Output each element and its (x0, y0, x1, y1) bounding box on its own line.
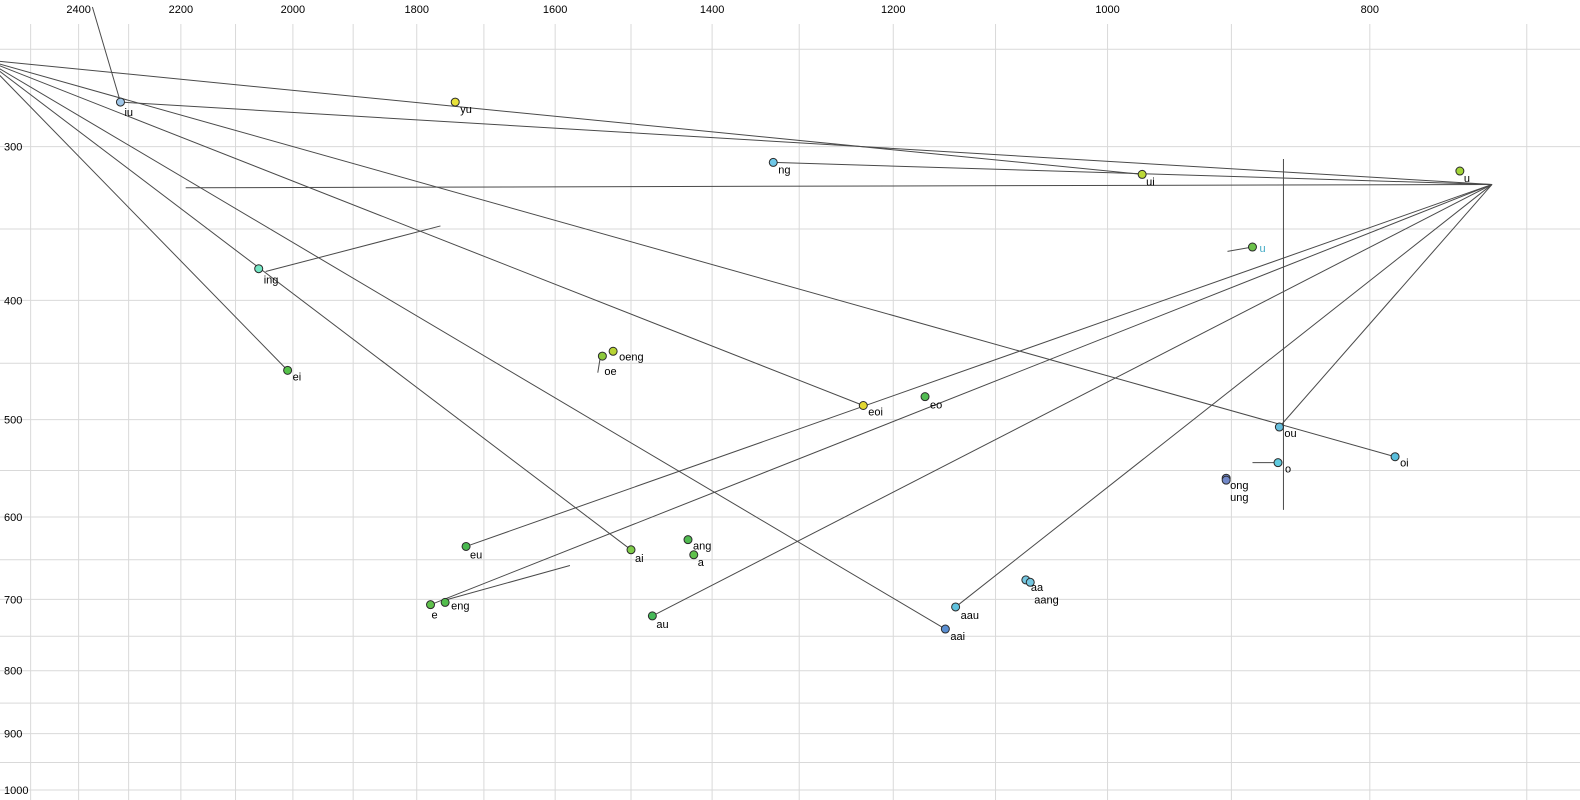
trajectory-line-i-to-ai (0, 70, 632, 551)
y-tick-label: 500 (4, 415, 22, 427)
point-aang[interactable] (1025, 577, 1035, 587)
point-e[interactable] (426, 600, 436, 610)
point-label-oi: oi (1400, 458, 1409, 470)
point-o[interactable] (1273, 458, 1283, 468)
trajectory-line-i-to-ei (0, 74, 288, 371)
point-label-ang: ang (693, 541, 711, 553)
point-u_back[interactable] (1455, 166, 1465, 176)
point-label-ei: ei (293, 371, 302, 383)
x-tick-label: 1200 (881, 4, 905, 16)
trajectory-line-iu-to-u (120, 101, 1493, 185)
point-label-aang: aang (1034, 594, 1058, 606)
point-label-au: au (656, 619, 668, 631)
y-tick-label: 800 (4, 666, 22, 678)
point-label-oeng: oeng (619, 351, 643, 363)
point-oeng[interactable] (608, 346, 618, 356)
point-ai[interactable] (626, 545, 636, 555)
trajectory-line-eng-tick (447, 565, 571, 600)
point-u_mid[interactable] (1247, 242, 1257, 252)
point-ng[interactable] (768, 157, 778, 167)
point-label-ng: ng (778, 164, 790, 176)
x-tick-label: 2000 (281, 4, 305, 16)
y-tick-label: 600 (4, 512, 22, 524)
point-ou[interactable] (1274, 422, 1284, 432)
point-label-aai: aai (950, 631, 965, 643)
y-tick-label: 700 (4, 594, 22, 606)
point-a[interactable] (689, 550, 699, 560)
point-label-ai: ai (635, 553, 644, 565)
trajectory-line-tick-into-iu (91, 6, 121, 103)
point-label-eng: eng (451, 600, 469, 612)
point-ang[interactable] (683, 535, 693, 545)
point-label-oe: oe (604, 366, 616, 378)
point-ui[interactable] (1137, 169, 1147, 179)
x-tick-label: 1600 (543, 4, 567, 16)
point-ei[interactable] (283, 365, 293, 375)
point-label-ong: ong (1230, 480, 1248, 492)
point-label-iu: iu (124, 107, 133, 119)
point-eoi[interactable] (858, 401, 868, 411)
point-aai[interactable] (940, 624, 950, 634)
point-eu[interactable] (461, 541, 471, 551)
trajectory-line-long-horizontal-to-u (185, 183, 1493, 189)
y-tick-label: 400 (4, 295, 22, 307)
point-iu[interactable] (115, 97, 125, 107)
point-label-e: e (432, 610, 438, 622)
trajectory-line-i-to-aai (0, 68, 946, 630)
point-label-eo: eo (930, 400, 942, 412)
trajectory-line-ing-tick (265, 225, 441, 273)
trajectory-line-eu-to-u (465, 183, 1493, 547)
trajectory-line-i-to-ui (0, 60, 1143, 175)
point-oe[interactable] (597, 351, 607, 361)
trajectory-line-aau-to-u (955, 184, 1493, 608)
point-label-ou: ou (1284, 428, 1296, 440)
point-label-ui: ui (1146, 176, 1155, 188)
point-aau[interactable] (951, 602, 961, 612)
point-label-aa: aa (1031, 582, 1044, 594)
x-tick-label: 2200 (169, 4, 193, 16)
trajectory-line-au-to-u (652, 184, 1493, 617)
point-label-o: o (1285, 464, 1291, 476)
point-label-ung: ung (1230, 492, 1248, 504)
point-label-ing: ing (264, 275, 279, 287)
point-label-eu: eu (470, 549, 482, 561)
x-tick-label: 2400 (66, 4, 90, 16)
x-tick-label: 800 (1361, 4, 1379, 16)
trajectory-line-i-to-oi (0, 63, 1396, 458)
x-tick-label: 1800 (404, 4, 428, 16)
point-label-eoi: eoi (868, 407, 883, 419)
trajectory-line-i-to-eoi (0, 65, 864, 406)
point-label-u_back: u (1464, 173, 1470, 185)
point-eng[interactable] (440, 597, 450, 607)
trajectory-line-oe-tick (597, 358, 601, 373)
y-tick-label: 900 (4, 729, 22, 741)
y-tick-label: 300 (4, 142, 22, 154)
trajectory-line-e-to-u (430, 183, 1493, 606)
x-tick-label: 1000 (1095, 4, 1119, 16)
point-label-a: a (698, 557, 705, 569)
point-eo[interactable] (920, 392, 930, 402)
x-tick-label: 1400 (700, 4, 724, 16)
point-ing[interactable] (254, 264, 264, 274)
point-au[interactable] (647, 611, 657, 621)
point-label-aau: aau (961, 610, 979, 622)
point-ung[interactable] (1221, 475, 1231, 485)
point-oi[interactable] (1390, 452, 1400, 462)
y-tick-label: 1000 (4, 785, 28, 797)
point-label-yu: yu (460, 104, 472, 116)
point-label-u_mid: u (1259, 243, 1265, 255)
trajectory-line-ou-to-u (1278, 184, 1493, 428)
point-yu[interactable] (450, 97, 460, 107)
